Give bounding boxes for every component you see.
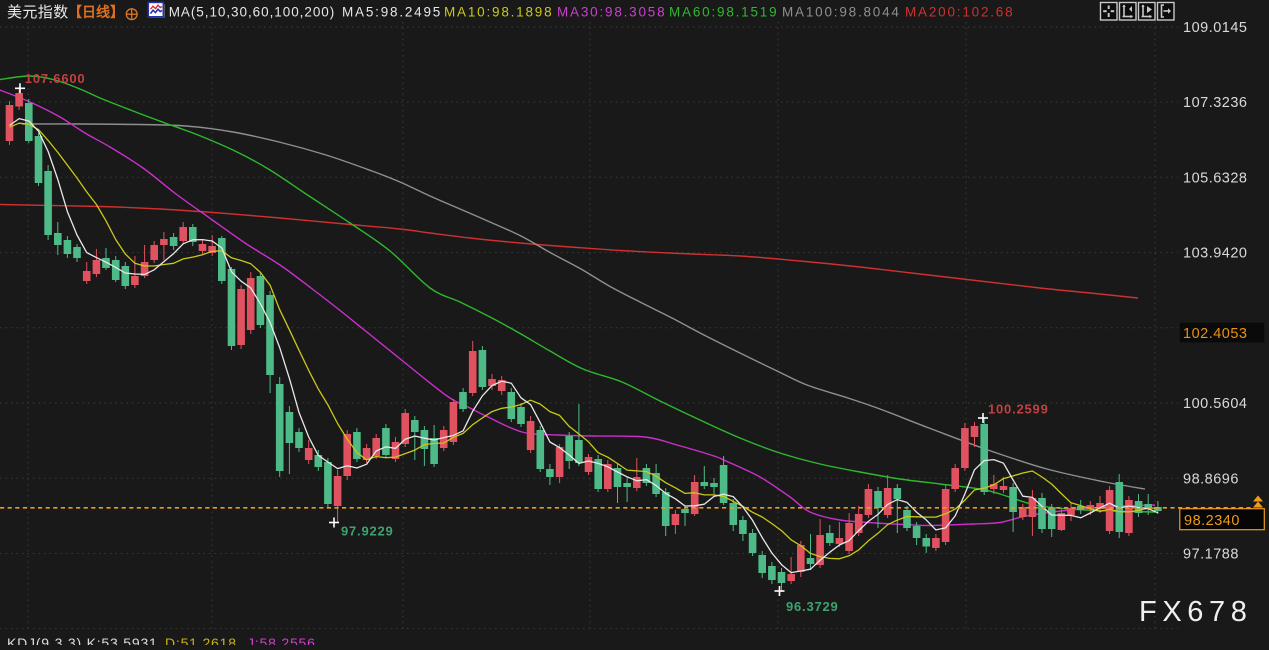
svg-text:美元指数: 美元指数 [7, 4, 69, 21]
svg-text:107.3236: 107.3236 [1183, 95, 1247, 111]
svg-text:103.9420: 103.9420 [1183, 246, 1247, 262]
svg-text:98.2340: 98.2340 [1184, 513, 1240, 529]
svg-text:102.4053: 102.4053 [1183, 326, 1247, 342]
svg-text:105.6328: 105.6328 [1183, 170, 1247, 186]
svg-text:FX678: FX678 [1139, 596, 1252, 628]
svg-text:D:51.2618: D:51.2618 [165, 635, 237, 645]
svg-text:109.0145: 109.0145 [1183, 20, 1247, 36]
svg-text:日线: 日线 [82, 4, 110, 20]
svg-text:97.1788: 97.1788 [1183, 547, 1239, 563]
svg-text:【: 【 [68, 4, 82, 20]
svg-text:MA100:98.8044: MA100:98.8044 [782, 5, 901, 20]
svg-text:96.3729: 96.3729 [786, 599, 839, 614]
svg-text:】: 】 [110, 4, 124, 20]
svg-text:J:58.2556: J:58.2556 [247, 635, 316, 645]
svg-text:97.9229: 97.9229 [341, 524, 394, 539]
svg-text:KDJ(9,3,3) K:53.5931: KDJ(9,3,3) K:53.5931 [7, 635, 158, 645]
svg-text:100.2599: 100.2599 [988, 402, 1049, 417]
svg-text:107.6600: 107.6600 [25, 71, 86, 86]
svg-text:MA10:98.1898: MA10:98.1898 [444, 5, 553, 20]
svg-text:MA5:98.2495: MA5:98.2495 [342, 5, 442, 20]
svg-text:MA30:98.3058: MA30:98.3058 [557, 5, 666, 20]
svg-text:MA(5,10,30,60,100,200): MA(5,10,30,60,100,200) [169, 5, 336, 20]
svg-text:MA200:102.68: MA200:102.68 [905, 5, 1014, 20]
svg-text:100.5604: 100.5604 [1183, 396, 1247, 412]
svg-text:98.8696: 98.8696 [1183, 471, 1239, 487]
svg-text:MA60:98.1519: MA60:98.1519 [669, 5, 778, 20]
